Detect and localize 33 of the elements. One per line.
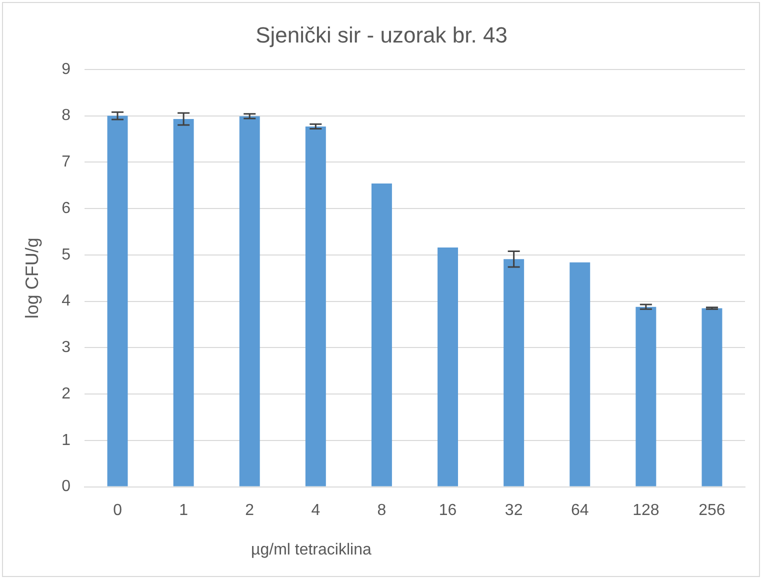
x-tick-label: 128: [632, 502, 660, 519]
x-tick-label: 64: [570, 502, 589, 519]
y-tick-label: 4: [62, 292, 71, 310]
x-tick-label: 32: [504, 502, 523, 519]
x-tick-label: 16: [438, 502, 457, 519]
bar: [239, 116, 260, 486]
bar: [636, 306, 656, 486]
bar: [173, 119, 194, 486]
x-tick-label: 4: [311, 502, 320, 519]
y-tick-label: 5: [62, 246, 71, 264]
x-tick-label: 1: [179, 502, 188, 519]
bar: [504, 259, 524, 486]
x-tick-label: 0: [113, 502, 122, 519]
bar: [438, 247, 458, 486]
bar: [702, 308, 722, 486]
x-tick-label: 2: [245, 502, 254, 519]
y-tick-label: 3: [62, 339, 71, 356]
chart-title: Sjenički sir - uzorak br. 43: [256, 22, 508, 48]
y-tick-label: 6: [62, 200, 71, 217]
y-tick-label: 9: [62, 60, 71, 78]
y-tick-label: 7: [62, 154, 71, 171]
bar: [107, 116, 128, 486]
y-tick-label: 2: [62, 385, 71, 402]
x-tick-label: 256: [698, 502, 726, 519]
bar: [371, 183, 392, 486]
bar: [305, 126, 326, 486]
y-tick-label: 1: [62, 432, 71, 449]
bar: [570, 262, 590, 486]
y-tick-label: 8: [62, 107, 71, 124]
x-tick-label: 8: [377, 502, 386, 519]
y-axis-title: log CFU/g: [22, 238, 42, 319]
x-axis-title: µg/ml tetraciklina: [251, 541, 372, 558]
y-tick-label: 0: [62, 478, 71, 496]
